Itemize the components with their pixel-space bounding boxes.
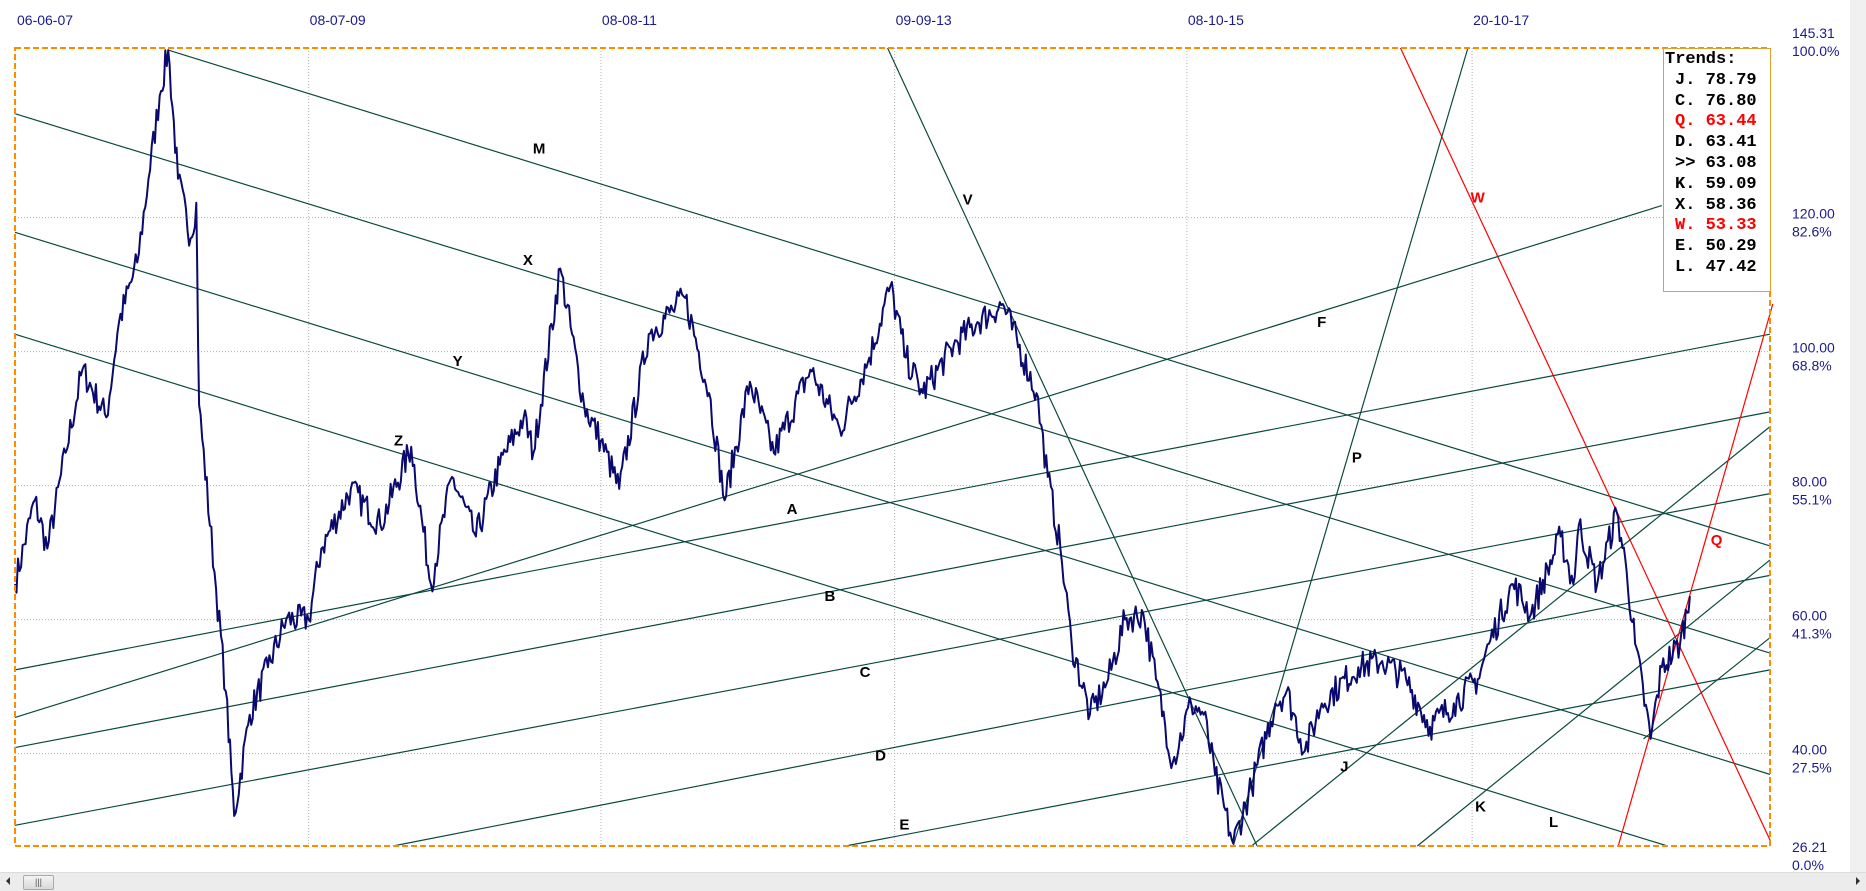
y-tick-label: 120.00 bbox=[1792, 206, 1835, 222]
trend-value-row: >> 63.08 bbox=[1675, 153, 1757, 173]
trend-label-M: M bbox=[533, 141, 546, 158]
trend-value-row: L. 47.42 bbox=[1675, 257, 1757, 277]
y-tick-label: 80.00 bbox=[1792, 474, 1827, 490]
y-tick-pct: 100.0% bbox=[1792, 43, 1839, 59]
price-series bbox=[14, 49, 1691, 845]
right-gutter bbox=[1850, 0, 1866, 872]
trend-line-M bbox=[167, 49, 1771, 547]
y-axis-labels: 145.31 100.0% 120.00 82.6% 100.00 68.8% 80.00 5… bbox=[1792, 25, 1839, 872]
y-tick-pct: 55.1% bbox=[1792, 492, 1832, 508]
horizontal-scrollbar[interactable]: ||| bbox=[0, 872, 1866, 891]
trend-line-D bbox=[392, 574, 1771, 847]
trend-label-Y: Y bbox=[453, 353, 463, 370]
trend-label-K: K bbox=[1475, 799, 1486, 816]
trend-label-F: F bbox=[1317, 314, 1326, 331]
plot-frame bbox=[14, 47, 1771, 847]
y-tick-pct: 82.6% bbox=[1792, 224, 1832, 240]
trend-line-V bbox=[887, 47, 1258, 847]
y-tick-label: 145.31 bbox=[1792, 25, 1835, 41]
trend-label-X: X bbox=[523, 252, 533, 269]
trend-label-B: B bbox=[825, 588, 836, 605]
trend-line-B bbox=[14, 411, 1771, 749]
y-tick-label: 26.21 bbox=[1792, 839, 1827, 855]
trend-line-A bbox=[14, 333, 1771, 671]
trend-value-row: C. 76.80 bbox=[1675, 91, 1757, 111]
trend-label-P: P bbox=[1352, 449, 1362, 466]
price-chart: 06-06-07 08-07-09 08-08-11 09-09-13 08-10-15… bbox=[14, 12, 1839, 872]
trend-value-row: K. 59.09 bbox=[1675, 174, 1757, 194]
trend-line-W bbox=[1399, 47, 1771, 841]
x-axis-labels: 06-06-07 08-07-09 08-08-11 09-09-13 08-10-15… bbox=[17, 12, 1529, 28]
trend-line-J bbox=[1251, 426, 1771, 847]
trend-label-C: C bbox=[860, 664, 871, 681]
y-tick-pct: 41.3% bbox=[1792, 626, 1832, 642]
y-tick-pct: 27.5% bbox=[1792, 760, 1832, 776]
trend-value-row: E. 50.29 bbox=[1675, 237, 1757, 257]
trend-line-Q bbox=[1617, 303, 1774, 847]
trend-label-D: D bbox=[875, 748, 886, 765]
y-tick-label: 40.00 bbox=[1792, 742, 1827, 758]
y-tick-pct: 0.0% bbox=[1792, 857, 1824, 872]
y-tick-label: 60.00 bbox=[1792, 608, 1827, 624]
trend-line-P bbox=[1232, 47, 1469, 847]
trend-label-Q: Q bbox=[1711, 532, 1723, 549]
trend-label-E: E bbox=[899, 817, 909, 834]
x-tick-label: 08-08-11 bbox=[602, 12, 657, 28]
trend-value-row: J. 78.79 bbox=[1675, 70, 1757, 90]
grip-icon: ||| bbox=[34, 877, 42, 887]
trend-value-row: W. 53.33 bbox=[1675, 216, 1757, 236]
scroll-right-arrow-icon[interactable] bbox=[1856, 877, 1860, 885]
trend-line-C bbox=[14, 493, 1771, 826]
trend-line-F bbox=[14, 204, 1662, 718]
trend-lines: M X Y Z V W F P A B C D E J K L Q bbox=[14, 47, 1774, 847]
trend-label-L: L bbox=[1549, 814, 1558, 831]
trend-line-X bbox=[14, 113, 1771, 654]
x-tick-label: 08-10-15 bbox=[1188, 12, 1244, 28]
y-tick-label: 100.00 bbox=[1792, 340, 1835, 356]
y-tick-pct: 68.8% bbox=[1792, 358, 1832, 374]
trend-value-row: D. 63.41 bbox=[1675, 133, 1757, 153]
grid-lines bbox=[15, 48, 1770, 846]
trends-title: Trends: bbox=[1665, 50, 1737, 69]
trend-line-K bbox=[1416, 559, 1771, 847]
x-tick-label: 08-07-09 bbox=[310, 12, 366, 28]
trend-value-row: Q. 63.44 bbox=[1675, 112, 1757, 132]
trend-line-E bbox=[845, 669, 1771, 847]
trend-label-V: V bbox=[963, 191, 973, 208]
trend-value-row: X. 58.36 bbox=[1675, 195, 1757, 215]
price-line bbox=[14, 49, 1691, 845]
x-tick-label: 06-06-07 bbox=[17, 12, 73, 28]
trend-label-J: J bbox=[1340, 758, 1348, 775]
x-tick-label: 20-10-17 bbox=[1473, 12, 1529, 28]
trend-line-L bbox=[1643, 637, 1771, 740]
trend-label-Z: Z bbox=[394, 433, 403, 450]
scrollbar-thumb[interactable]: ||| bbox=[23, 875, 54, 890]
trend-line-Y bbox=[14, 231, 1771, 775]
scroll-left-arrow-icon[interactable] bbox=[6, 877, 10, 885]
trends-legend: Trends: J. 78.79 C. 76.80 Q. 63.44 D. 63.41… bbox=[1663, 48, 1771, 292]
trend-label-A: A bbox=[787, 501, 798, 518]
x-tick-label: 09-09-13 bbox=[896, 12, 952, 28]
trend-label-W: W bbox=[1471, 189, 1486, 206]
